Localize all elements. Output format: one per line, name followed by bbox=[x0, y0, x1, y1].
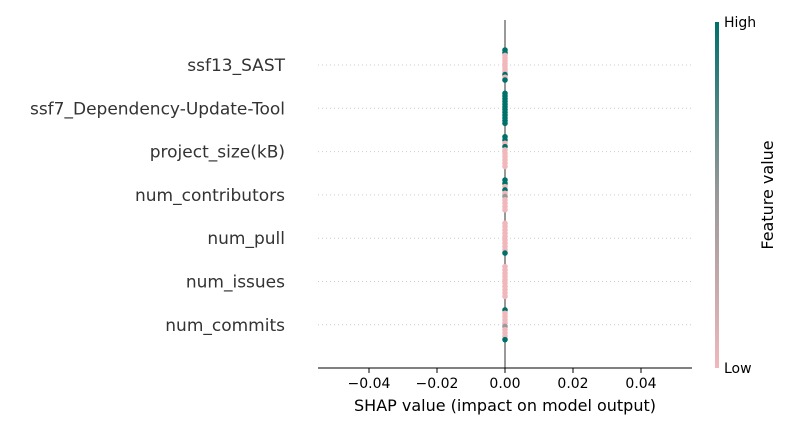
shap-point bbox=[502, 250, 508, 256]
feature-label: num_pull bbox=[207, 229, 285, 249]
feature-label: project_size(kB) bbox=[150, 143, 285, 163]
data-points bbox=[502, 47, 508, 343]
x-axis-ticks: −0.04 −0.02 0.00 0.02 0.04 bbox=[348, 368, 657, 392]
x-tick-label: −0.02 bbox=[416, 376, 459, 392]
shap-point bbox=[502, 77, 508, 83]
colorbar bbox=[715, 22, 719, 368]
shap-point bbox=[502, 163, 508, 170]
shap-point bbox=[502, 120, 508, 127]
colorbar-low-label: Low bbox=[724, 361, 752, 377]
colorbar-title: Feature value bbox=[758, 140, 777, 249]
x-tick-label: 0.04 bbox=[625, 376, 656, 392]
colorbar-high-label: High bbox=[724, 15, 756, 31]
shap-point bbox=[502, 336, 508, 343]
x-tick-label: 0.00 bbox=[489, 376, 520, 392]
feature-label: ssf13_SAST bbox=[187, 56, 285, 76]
x-axis-label: SHAP value (impact on model output) bbox=[354, 396, 656, 415]
shap-point bbox=[502, 293, 508, 300]
shap-point bbox=[502, 206, 508, 213]
feature-label: num_contributors bbox=[135, 186, 285, 206]
feature-label: num_issues bbox=[186, 273, 285, 293]
feature-labels: ssf13_SAST ssf7_Dependency-Update-Toolpro… bbox=[30, 56, 286, 336]
feature-label: ssf7_Dependency-Update-Tool bbox=[30, 99, 285, 119]
x-tick-label: −0.04 bbox=[348, 376, 391, 392]
feature-label: num_commits bbox=[165, 316, 285, 336]
x-tick-label: 0.02 bbox=[557, 376, 588, 392]
